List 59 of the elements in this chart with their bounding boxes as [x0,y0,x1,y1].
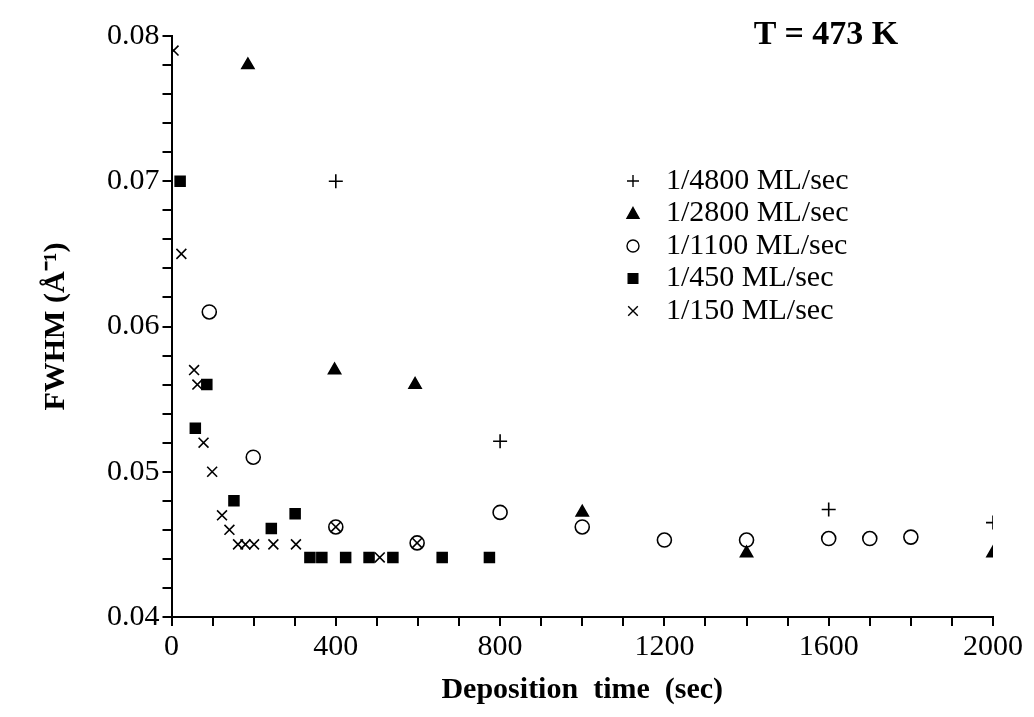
point [327,362,342,375]
x-axis-title: Deposition time (sec) [441,670,724,705]
point [248,538,260,551]
x-tick-label: 800 [477,627,523,661]
y-axis-title: FWHM (Å⁻¹) [36,242,71,411]
point [861,530,878,547]
point [267,538,280,551]
legend-label: 1/4800 ML/sec [666,161,849,195]
point [820,501,837,518]
point [189,422,202,434]
chart-title: T = 473 K [753,13,899,51]
x-tick-label: 400 [313,627,359,661]
point [316,551,328,564]
point [290,538,302,551]
y-tick-label: 0.05 [107,452,160,486]
point [363,551,375,564]
x-tick-label: 2000 [963,627,1023,661]
point [492,504,508,521]
point [239,538,252,551]
point [436,551,448,564]
legend-label: 1/450 ML/sec [666,259,834,293]
point [241,57,255,70]
point [188,364,200,376]
y-tick-label: 0.08 [107,16,160,50]
x-tick-label: 1200 [634,627,695,661]
y-tick-label: 0.07 [107,162,160,196]
y-tick-label: 0.04 [107,597,160,631]
x-tick-label: 0 [164,627,179,661]
point [656,532,673,548]
legend-label: 1/2800 ML/sec [666,194,849,228]
y-tick-label: 0.06 [107,307,160,341]
point [820,530,837,547]
point [304,551,316,564]
x-tick-label: 1600 [798,627,859,661]
point [175,248,188,260]
point [339,551,352,564]
point [245,449,262,466]
point [174,175,186,187]
point [574,519,591,535]
point [374,551,386,564]
point [265,522,278,535]
point [216,509,228,522]
point [483,551,496,564]
point [903,529,919,545]
legend-label: 1/1100 ML/sec [666,226,848,260]
point [387,551,399,564]
point [289,508,301,520]
point [738,532,755,548]
point [201,378,213,391]
point [739,545,754,558]
point [201,304,218,320]
point [197,436,210,449]
point [232,538,244,551]
point [408,376,422,389]
point [206,466,218,478]
point [575,504,590,517]
point [223,524,236,536]
point [228,495,240,507]
legend-label: 1/150 ML/sec [666,291,834,325]
